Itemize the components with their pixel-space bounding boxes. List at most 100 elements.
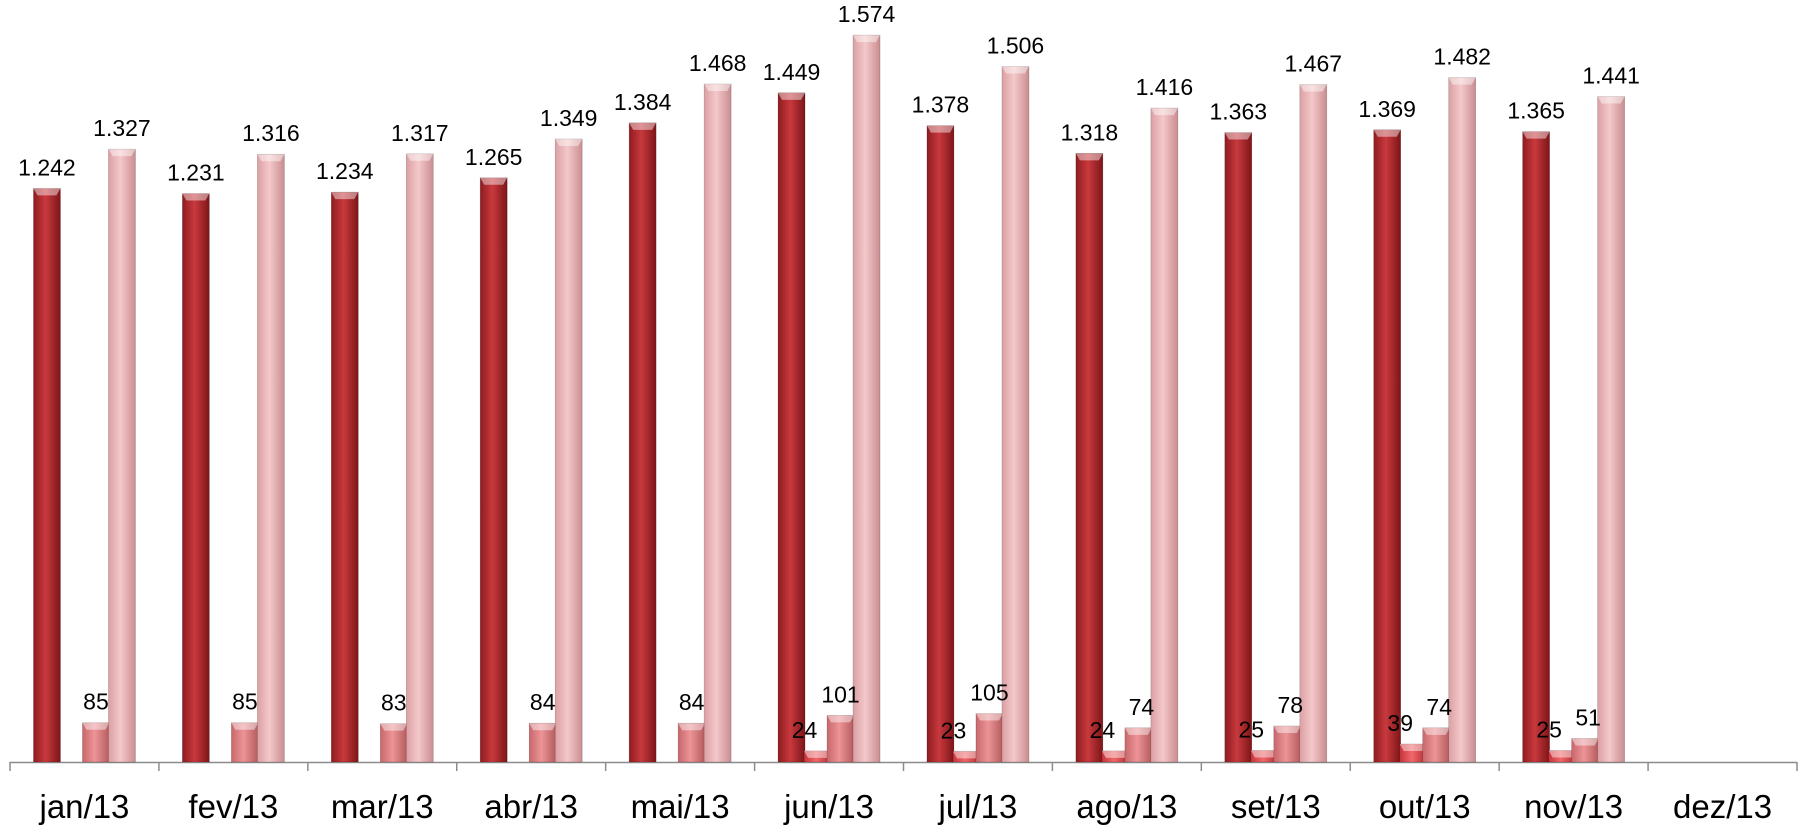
- bar-series-3: [379, 723, 408, 763]
- bar-cap: [1273, 725, 1301, 733]
- x-axis: [9, 761, 1798, 771]
- data-label: 25: [1238, 716, 1264, 742]
- bar-series-4: [405, 153, 434, 763]
- x-tick-label: abr/13: [484, 788, 578, 825]
- data-labels-layer: 1.242 85 1.327 1.231 85 1.316 1.234 83 1.317 1.26…: [18, 1, 1640, 743]
- bar-series-4: [1001, 66, 1030, 763]
- data-label: 51: [1575, 704, 1601, 730]
- data-label: 1.365: [1507, 98, 1565, 124]
- bar-series-4: [1299, 84, 1328, 763]
- bar-cap: [1075, 153, 1103, 161]
- bar-cap: [33, 188, 61, 196]
- x-tick-label: nov/13: [1524, 788, 1623, 825]
- bar-cap: [1422, 727, 1450, 735]
- bar-cap: [1001, 66, 1029, 74]
- bar-series-1: [926, 125, 955, 763]
- bar-cap: [1399, 743, 1427, 751]
- data-label: 25: [1536, 716, 1562, 742]
- data-label: 1.234: [316, 158, 374, 184]
- bar-series-1: [330, 191, 359, 763]
- data-label: 105: [970, 680, 1008, 706]
- bar-series-4: [257, 153, 285, 763]
- data-label: 1.369: [1358, 96, 1416, 122]
- data-label: 84: [679, 689, 705, 715]
- x-tick-label: out/13: [1379, 788, 1471, 825]
- bar-series-1: [479, 177, 508, 763]
- bar-cap: [1522, 131, 1550, 139]
- bar-series-3: [826, 715, 855, 763]
- data-label: 24: [1090, 717, 1116, 743]
- bar-cap: [1124, 727, 1152, 735]
- data-label: 85: [232, 689, 258, 715]
- bar-cap: [1571, 738, 1599, 746]
- data-label: 1.506: [987, 33, 1045, 59]
- bar-cap: [1373, 129, 1401, 137]
- data-label: 24: [792, 717, 818, 743]
- bar-cap: [853, 35, 881, 43]
- data-label: 1.574: [838, 1, 896, 27]
- bar-series-3: [975, 713, 1004, 763]
- bar-cap: [975, 713, 1003, 721]
- category-labels-layer: jan/13 fev/13 mar/13 abr/13 mai/13 jun/13 jul/…: [38, 788, 1772, 825]
- data-label: 23: [941, 717, 967, 743]
- data-label: 1.384: [614, 89, 672, 115]
- bar-cap: [555, 139, 583, 147]
- bar-series-4: [852, 34, 881, 763]
- bar-cap: [678, 723, 706, 731]
- data-label: 39: [1387, 710, 1413, 736]
- data-label: 1.363: [1210, 99, 1268, 125]
- data-label: 1.231: [167, 160, 225, 186]
- bar-cap: [1299, 84, 1327, 92]
- bar-series-1: [1373, 129, 1402, 763]
- data-label: 78: [1277, 692, 1303, 718]
- bar-cap: [1597, 96, 1625, 104]
- data-label: 1.378: [912, 92, 970, 118]
- x-tick-label: fev/13: [188, 788, 278, 825]
- bar-cap: [231, 722, 259, 730]
- data-label: 74: [1129, 694, 1155, 720]
- data-label: 1.441: [1582, 63, 1640, 89]
- x-tick-label: jun/13: [783, 788, 874, 825]
- x-tick-label: dez/13: [1673, 788, 1772, 825]
- data-label: 83: [381, 690, 407, 716]
- bars-layer: [33, 34, 1625, 763]
- bar-cap: [331, 192, 359, 200]
- data-label: 85: [83, 689, 109, 715]
- bar-cap: [1448, 77, 1476, 85]
- data-label: 1.416: [1136, 74, 1194, 100]
- x-tick-label: jul/13: [938, 788, 1018, 825]
- data-label: 1.242: [18, 154, 76, 180]
- bar-cap: [1250, 750, 1278, 758]
- x-tick-label: mai/13: [631, 788, 730, 825]
- bar-series-4: [703, 83, 732, 763]
- x-tick-label: ago/13: [1076, 788, 1177, 825]
- bar-cap: [82, 722, 110, 730]
- data-label: 1.449: [763, 59, 821, 85]
- data-label: 1.318: [1061, 119, 1119, 145]
- bar-cap: [804, 750, 832, 758]
- bar-series-1: [628, 122, 657, 763]
- bar-cap: [108, 149, 136, 157]
- data-label: 1.317: [391, 120, 449, 146]
- bar-cap: [480, 177, 508, 185]
- bar-series-4: [1597, 96, 1625, 763]
- bar-cap: [257, 154, 285, 162]
- bar-cap: [778, 92, 806, 100]
- data-label: 1.316: [242, 120, 300, 146]
- data-label: 1.468: [689, 50, 747, 76]
- bar-series-1: [1522, 131, 1550, 763]
- data-label: 1.265: [465, 144, 523, 170]
- bar-series-1: [182, 193, 210, 763]
- bar-cap: [1150, 108, 1178, 116]
- bar-series-1: [1075, 153, 1104, 763]
- bar-cap: [1224, 132, 1252, 140]
- bar-cap: [704, 84, 732, 92]
- x-tick-label: jan/13: [38, 788, 129, 825]
- bar-cap: [827, 715, 855, 723]
- bar-cap: [1548, 750, 1576, 758]
- bar-cap: [529, 723, 557, 731]
- bar-series-3: [1273, 725, 1302, 763]
- bar-cap: [629, 122, 657, 130]
- bar-cap: [952, 751, 980, 759]
- bar-series-1: [33, 188, 61, 763]
